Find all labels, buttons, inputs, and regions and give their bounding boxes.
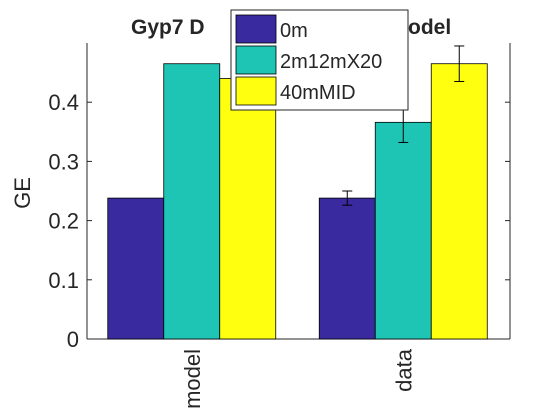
bar-2m12mx20-data	[374, 121, 432, 340]
chart-title-left: Gyp7 D	[131, 16, 205, 39]
legend-swatch-0m	[235, 14, 277, 44]
axes: 0 0.1 0.2 0.3 0.4 model data	[48, 43, 511, 409]
legend: 0m 2m12mX20 40mMID	[230, 9, 409, 111]
x-tick-label-model: model	[180, 349, 205, 409]
legend-swatch-2m12mx20	[235, 45, 277, 75]
legend-label-40mmid: 40mMID	[280, 82, 356, 104]
bar-40mmid-data	[430, 63, 488, 340]
error-bar-0m-data	[342, 190, 353, 206]
bar-40mmid-model	[219, 78, 277, 340]
y-tick-label: 0.4	[48, 90, 79, 115]
error-bar-40mmid-data	[454, 45, 465, 82]
legend-label-2m12mx20: 2m12mX20	[280, 51, 382, 73]
legend-label-0m: 0m	[280, 20, 308, 42]
bar-2m12mx20-model	[163, 63, 221, 340]
y-tick-label: 0.3	[48, 149, 79, 174]
bars-layer	[107, 63, 488, 340]
legend-swatch-40mmid	[235, 76, 277, 106]
y-tick-label: 0.2	[48, 209, 79, 234]
chart-title-right: odel	[408, 16, 451, 39]
bar-0m-data	[318, 197, 376, 340]
x-tick-label-data: data	[391, 348, 416, 392]
y-tick-label: 0	[67, 327, 79, 352]
chart-title: Gyp7 D odel	[131, 16, 451, 39]
y-tick-label: 0.1	[48, 268, 79, 293]
bar-0m-model	[107, 197, 165, 340]
y-axis-label: GE	[10, 177, 35, 209]
y-axis-label-text: GE	[10, 177, 35, 209]
